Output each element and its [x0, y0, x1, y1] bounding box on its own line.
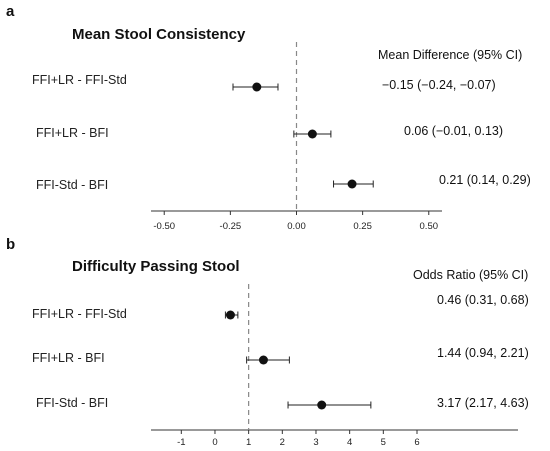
panel-b-column-header: Odds Ratio (95% CI)	[413, 268, 529, 282]
panel-a-point-estimate	[252, 82, 262, 92]
panel-a-row-label: FFI-Std - BFI	[36, 178, 109, 192]
panel-b-point-estimate	[258, 355, 268, 365]
panel-b-row-label: FFI-Std - BFI	[36, 396, 109, 410]
panel-b-x-tick-label: 1	[246, 437, 251, 448]
panel-b-x-tick-label: 5	[381, 437, 386, 448]
panel-a-estimate-text: 0.06 (−0.01, 0.13)	[404, 124, 504, 138]
panel-a-point-estimate	[307, 129, 317, 139]
panel-a-x-tick-label: 0.50	[420, 221, 439, 232]
panel-a-row-label: FFI+LR - FFI-Std	[32, 73, 127, 87]
panel-b-letter: b	[6, 236, 16, 253]
panel-a-column-header: Mean Difference (95% CI)	[378, 48, 523, 62]
panel-b-x-tick-label: -1	[177, 437, 185, 448]
panel-b-estimate-text: 3.17 (2.17, 4.63)	[437, 396, 529, 410]
panel-b-title: Difficulty Passing Stool	[72, 258, 240, 275]
panel-a-x-tick-label: 0.00	[287, 221, 306, 232]
panel-a-x-tick-label: -0.50	[153, 221, 175, 232]
panel-b-point-estimate	[225, 310, 235, 320]
panel-b-x-tick-label: 6	[414, 437, 419, 448]
panel-a-title: Mean Stool Consistency	[72, 26, 246, 43]
panel-b-x-tick-label: 2	[280, 437, 285, 448]
panel-a-estimate-text: −0.15 (−0.24, −0.07)	[382, 78, 496, 92]
panel-b-estimate-text: 1.44 (0.94, 2.21)	[437, 346, 529, 360]
panel-b-point-estimate	[317, 400, 327, 410]
panel-a-letter: a	[6, 3, 15, 20]
panel-a-x-tick-label: 0.25	[353, 221, 372, 232]
panel-b-row-label: FFI+LR - FFI-Std	[32, 307, 127, 321]
panel-a-x-tick-label: -0.25	[220, 221, 242, 232]
panel-b-x-tick-label: 3	[313, 437, 318, 448]
panel-b-x-tick-label: 4	[347, 437, 352, 448]
panel-a-estimate-text: 0.21 (0.14, 0.29)	[439, 173, 531, 187]
panel-a-point-estimate	[347, 179, 357, 189]
panel-b-x-tick-label: 0	[212, 437, 217, 448]
panel-b-row-label: FFI+LR - BFI	[32, 351, 105, 365]
panel-b-estimate-text: 0.46 (0.31, 0.68)	[437, 293, 529, 307]
panel-a-row-label: FFI+LR - BFI	[36, 126, 109, 140]
